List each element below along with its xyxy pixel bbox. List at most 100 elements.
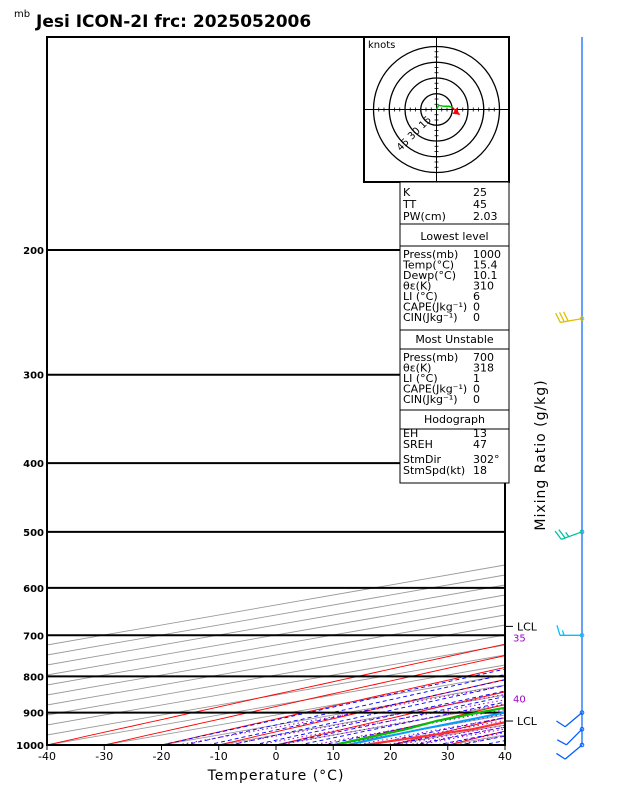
pressure-tick-label: 700 bbox=[23, 631, 44, 642]
table-label: CAPE(Jkg⁻¹) bbox=[403, 383, 467, 396]
table-value: 2.03 bbox=[473, 210, 498, 223]
wind-barb-base bbox=[579, 726, 585, 732]
temperature-tick-label: 10 bbox=[326, 750, 340, 763]
table-label: CAPE(Jkg⁻¹) bbox=[403, 301, 467, 314]
table-label: LI (°C) bbox=[403, 290, 438, 303]
dry-adiabat-line bbox=[47, 643, 505, 745]
table-label: SREH bbox=[403, 438, 433, 451]
temperature-axis: -40 -30 -20 -10 0 10 20 30 40 bbox=[38, 745, 512, 763]
table-value: 13 bbox=[473, 427, 487, 440]
dry-adiabat-line bbox=[331, 704, 505, 745]
mixing-ratio-axis-label: Mixing Ratio (g/kg) bbox=[533, 379, 549, 530]
pressure-axis: 200 300 400 500 600 700 800 900 1000 bbox=[16, 246, 44, 752]
wind-barb-shaft bbox=[565, 728, 583, 746]
wind-barb-feather bbox=[556, 739, 567, 746]
temperature-tick-label: 40 bbox=[498, 750, 512, 763]
table-value: 0 bbox=[473, 383, 480, 396]
wind-barb-feather bbox=[554, 530, 562, 540]
table-label: StmDir bbox=[403, 453, 442, 466]
wind-barb-shaft bbox=[561, 531, 583, 540]
temperature-tick-label: 30 bbox=[441, 750, 455, 763]
wind-barb-half-feather bbox=[561, 630, 565, 636]
wind-barb bbox=[556, 742, 585, 760]
wind-barb bbox=[555, 311, 585, 324]
dry-adiabat-line bbox=[560, 37, 618, 760]
table-value: 0 bbox=[473, 311, 480, 324]
hodograph-arrow-head bbox=[452, 107, 460, 115]
pressure-tick-label: 400 bbox=[23, 459, 44, 470]
mixing-ratio-line bbox=[177, 685, 505, 745]
lcl-label: LCL bbox=[517, 715, 538, 728]
wind-barb bbox=[556, 625, 585, 638]
table-label: Press(mb) bbox=[403, 248, 458, 261]
moist-adiabat-line bbox=[184, 673, 505, 745]
dry-adiabat-line bbox=[502, 37, 618, 760]
pressure-tick-label: 900 bbox=[23, 709, 44, 720]
moist-adiabat-line bbox=[207, 679, 505, 745]
temperature-tick-label: -20 bbox=[153, 750, 171, 763]
table-label: PW(cm) bbox=[403, 210, 446, 223]
table-label: Dewp(°C) bbox=[403, 269, 456, 282]
temperature-tick-label: 20 bbox=[384, 750, 398, 763]
table-value: 25 bbox=[473, 186, 487, 199]
most-unstable-header: Most Unstable bbox=[415, 333, 494, 346]
mixing-ratio-line bbox=[279, 703, 505, 745]
temperature-tick-label: 0 bbox=[273, 750, 280, 763]
pressure-tick-label: 800 bbox=[23, 672, 44, 683]
table-value: 47 bbox=[473, 438, 487, 451]
table-value: 700 bbox=[473, 351, 494, 364]
table-label: K bbox=[403, 186, 411, 199]
table-value: 10.1 bbox=[473, 269, 498, 282]
dewpoint-profile-line bbox=[333, 706, 505, 745]
moist-adiabat-line bbox=[253, 690, 505, 745]
table-label: θε(K) bbox=[403, 362, 431, 375]
mixing-ratio-label: 35 bbox=[513, 633, 526, 644]
pressure-tick-label: 200 bbox=[23, 246, 44, 257]
table-value: 302° bbox=[473, 453, 500, 466]
wind-barb-base bbox=[579, 529, 585, 535]
table-label: LI (°C) bbox=[403, 372, 438, 385]
hodograph-unit-label: knots bbox=[368, 40, 395, 51]
wind-barb-base bbox=[579, 633, 585, 638]
hodograph-trace-green bbox=[435, 104, 453, 110]
isotherm-line bbox=[47, 614, 505, 696]
moist-adiabat-line bbox=[275, 696, 505, 745]
pressure-tick-label: 500 bbox=[23, 528, 44, 539]
wind-barb-feather bbox=[559, 312, 565, 323]
hodograph-table-box bbox=[399, 409, 510, 484]
mixing-ratio-line bbox=[257, 699, 505, 745]
pressure-tick-label: 300 bbox=[23, 371, 44, 382]
dry-adiabat-line bbox=[159, 666, 505, 745]
wind-barb-feather bbox=[555, 312, 561, 323]
mixing-ratio-line bbox=[355, 716, 505, 745]
table-label: CIN(Jkg⁻¹) bbox=[403, 311, 458, 324]
lowest-level-header: Lowest level bbox=[420, 230, 488, 243]
wind-barb bbox=[554, 529, 585, 540]
wind-barb bbox=[556, 726, 585, 746]
mixing-ratio-line bbox=[384, 722, 505, 745]
dry-adiabat-line bbox=[102, 655, 505, 745]
isotherm-line bbox=[47, 564, 505, 646]
isotherm-line bbox=[47, 594, 505, 676]
mixing-ratio-label: 40 bbox=[513, 695, 526, 706]
table-value: 1 bbox=[473, 372, 480, 385]
wind-barb-base bbox=[579, 710, 585, 715]
wind-barb-column bbox=[554, 37, 585, 760]
wind-barb-shaft bbox=[564, 744, 583, 760]
table-value: 18 bbox=[473, 464, 487, 477]
table-label: θε(K) bbox=[403, 280, 431, 293]
temperature-tick-label: -30 bbox=[95, 750, 113, 763]
wind-barb-feather bbox=[556, 625, 561, 636]
chart-title: Jesi ICON-2I frc: 2025052006 bbox=[35, 12, 311, 32]
table-label: Temp(°C) bbox=[402, 259, 454, 272]
indices-box bbox=[399, 181, 510, 225]
mixing-ratio-line bbox=[371, 719, 505, 745]
hodograph-table-header: Hodograph bbox=[424, 413, 485, 426]
moist-adiabat-line bbox=[504, 744, 505, 745]
temperature-axis-label: Temperature (°C) bbox=[207, 768, 345, 784]
most-unstable-box bbox=[399, 329, 510, 411]
wind-barb-feather bbox=[558, 529, 566, 539]
background-lines bbox=[47, 37, 618, 760]
